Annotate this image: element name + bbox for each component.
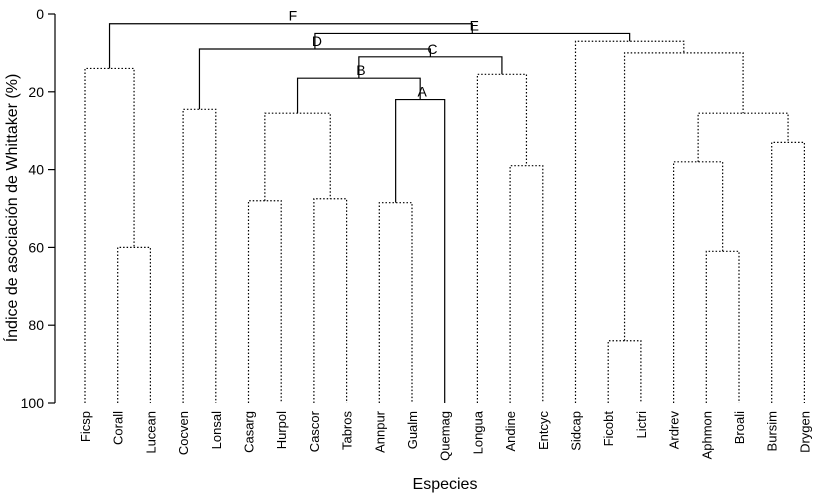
merge-link-n3 [182, 108, 217, 403]
leaf-label: Longua [470, 410, 485, 454]
leaf-label: Hurpol [274, 411, 289, 449]
merge-link-n18 [697, 112, 789, 162]
leaf-labels: Ficsp Corall Lucean Cocven Lonsal Casarg Hurpo… [78, 410, 812, 461]
merge-link-n8 [395, 98, 446, 403]
node-label-A: A [418, 84, 428, 100]
x-axis-title: Especies [413, 476, 478, 493]
leaf-label: Cocven [176, 411, 191, 455]
merge-link-n14 [607, 340, 642, 403]
y-tick-label: 80 [28, 317, 44, 333]
leaf-label: Broali [732, 411, 747, 444]
leaf-label: Gualm [405, 411, 420, 449]
leaf-label: Ardrev [667, 411, 682, 450]
merge-link-n1 [117, 246, 151, 403]
node-label-D: D [312, 33, 322, 49]
leaf-label: Ficobt [601, 411, 616, 447]
leaf-label: Ficsp [78, 411, 93, 442]
y-tick-label: 20 [28, 84, 44, 100]
merge-link-n17 [771, 141, 805, 403]
leaf-label: Aphmon [699, 411, 714, 459]
y-axis-title: Índice de asociación de Whittaker (%) [2, 74, 21, 343]
leaf-label: Sidcap [569, 411, 584, 451]
merge-link-n9 [296, 77, 421, 114]
merge-link-n11 [476, 73, 528, 403]
node-label-F: F [289, 8, 298, 24]
y-tick-label: 0 [36, 6, 44, 22]
merge-link-n6 [264, 112, 331, 201]
node-label-E: E [470, 17, 479, 33]
y-axis-ticks: 0 20 40 60 80 100 [21, 6, 55, 411]
leaf-label: Cascor [307, 410, 322, 452]
leaf-label: Tabros [340, 411, 355, 451]
merge-link-n15 [705, 250, 740, 403]
node-label-B: B [356, 62, 365, 78]
leaf-label: Bursim [765, 411, 780, 451]
node-labels: A B C D E F [289, 8, 479, 100]
y-tick-label: 60 [28, 239, 44, 255]
node-label-C: C [427, 41, 437, 57]
merge-link-n19 [623, 52, 744, 341]
dendrogram-links [84, 23, 805, 403]
leaf-label: Entcyc [536, 411, 551, 451]
leaf-label: Corall [111, 411, 126, 445]
leaf-label: Lictri [634, 411, 649, 439]
merge-link-n22 [108, 23, 473, 69]
merge-link-n16 [673, 161, 724, 403]
merge-link-n7 [378, 202, 413, 403]
leaf-label: Drygen [797, 411, 812, 453]
leaf-label: Casarg [242, 411, 257, 453]
y-tick-label: 40 [28, 162, 44, 178]
y-tick-label: 100 [21, 395, 45, 411]
leaf-label: Annpur [372, 410, 387, 453]
leaf-label: Quemag [438, 411, 453, 461]
merge-link-n12 [358, 56, 503, 79]
leaf-label: Lonsal [209, 411, 224, 449]
leaf-label: Andine [503, 411, 518, 451]
merge-link-n2 [84, 67, 135, 403]
merge-link-n20 [574, 40, 685, 403]
merge-link-n10 [509, 165, 544, 403]
merge-link-n5 [313, 198, 348, 403]
leaf-label: Lucean [143, 411, 158, 454]
merge-link-n4 [247, 200, 282, 403]
